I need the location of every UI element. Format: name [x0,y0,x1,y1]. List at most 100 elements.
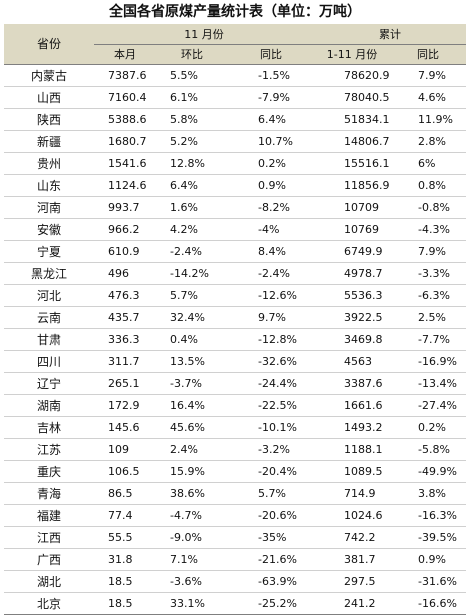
cumulative-yoy-value-cell: 6% [390,152,467,175]
cumulative-value-cell: 10769 [314,218,391,241]
cumulative-value-cell: 78620.9 [314,64,391,87]
province-cell: 新疆 [4,130,94,153]
cumulative-yoy-value-cell: -7.7% [390,328,467,351]
mom-value-cell: -3.7% [156,372,228,395]
province-cell: 河北 [4,284,94,307]
province-cell: 河南 [4,196,94,219]
month-value-cell: 610.9 [94,240,156,263]
cumulative-value-cell: 4563 [314,350,391,373]
table-row: 广西 31.8 7.1% -21.6% 381.7 0.9% [4,548,467,571]
cumulative-group-header: 累计 [314,24,467,45]
yoy-value-cell: 5.7% [228,482,315,505]
cumulative-value-cell: 381.7 [314,548,391,571]
month-value-cell: 77.4 [94,504,156,527]
mom-value-cell: 6.4% [156,174,228,197]
province-cell: 内蒙古 [4,64,94,87]
table-row: 吉林 145.6 45.6% -10.1% 1493.2 0.2% [4,416,467,439]
month-value-cell: 5388.6 [94,108,156,131]
cumulative-value-cell: 14806.7 [314,130,391,153]
cumulative-value-cell: 15516.1 [314,152,391,175]
month-value-cell: 18.5 [94,592,156,615]
yoy-value-cell: -20.4% [228,460,315,483]
month-value-cell: 1680.7 [94,130,156,153]
cumulative-value-cell: 78040.5 [314,86,391,109]
province-cell: 山西 [4,86,94,109]
cumulative-yoy-value-cell: 2.8% [390,130,467,153]
month-value-cell: 496 [94,262,156,285]
month-value-cell: 31.8 [94,548,156,571]
yoy-value-cell: -35% [228,526,315,549]
mom-value-cell: 15.9% [156,460,228,483]
mom-value-cell: 38.6% [156,482,228,505]
cumulative-header: 1-11 月份 [314,44,391,65]
mom-value-cell: 16.4% [156,394,228,417]
month-value-cell: 435.7 [94,306,156,329]
yoy-value-cell: -12.6% [228,284,315,307]
province-cell: 吉林 [4,416,94,439]
cumulative-value-cell: 1661.6 [314,394,391,417]
yoy-value-cell: 0.2% [228,152,315,175]
month-value-cell: 966.2 [94,218,156,241]
table-row: 福建 77.4 -4.7% -20.6% 1024.6 -16.3% [4,504,467,527]
month-value-cell: 7160.4 [94,86,156,109]
mom-value-cell: 5.2% [156,130,228,153]
mom-value-cell: 0.4% [156,328,228,351]
yoy-value-cell: 6.4% [228,108,315,131]
table-row: 北京 18.5 33.1% -25.2% 241.2 -16.6% [4,592,467,615]
cumulative-value-cell: 1089.5 [314,460,391,483]
province-cell: 广西 [4,548,94,571]
table-row: 新疆 1680.7 5.2% 10.7% 14806.7 2.8% [4,130,467,153]
yoy-value-cell: -7.9% [228,86,315,109]
cumulative-yoy-value-cell: -39.5% [390,526,467,549]
month-value-cell: 1541.6 [94,152,156,175]
mom-value-cell: 45.6% [156,416,228,439]
table-row: 黑龙江 496 -14.2% -2.4% 4978.7 -3.3% [4,262,467,285]
mom-value-cell: 12.8% [156,152,228,175]
cumulative-value-cell: 5536.3 [314,284,391,307]
cumulative-yoy-value-cell: 0.8% [390,174,467,197]
month-value-cell: 18.5 [94,570,156,593]
yoy-value-cell: -1.5% [228,64,315,87]
province-cell: 黑龙江 [4,262,94,285]
cumulative-value-cell: 51834.1 [314,108,391,131]
cumulative-value-cell: 297.5 [314,570,391,593]
month-value-cell: 7387.6 [94,64,156,87]
province-cell: 辽宁 [4,372,94,395]
cumulative-yoy-value-cell: 3.8% [390,482,467,505]
yoy-value-cell: -8.2% [228,196,315,219]
cumulative-yoy-value-cell: 0.9% [390,548,467,571]
province-cell: 福建 [4,504,94,527]
yoy-value-cell: -22.5% [228,394,315,417]
yoy-value-cell: -21.6% [228,548,315,571]
month-value-cell: 336.3 [94,328,156,351]
mom-value-cell: 6.1% [156,86,228,109]
province-cell: 江西 [4,526,94,549]
cumulative-value-cell: 1024.6 [314,504,391,527]
yoy-value-cell: -63.9% [228,570,315,593]
province-cell: 江苏 [4,438,94,461]
month-value-cell: 106.5 [94,460,156,483]
cumulative-yoy-value-cell: 4.6% [390,86,467,109]
mom-value-cell: 13.5% [156,350,228,373]
cumulative-value-cell: 742.2 [314,526,391,549]
month-value-cell: 1124.6 [94,174,156,197]
cumulative-yoy-value-cell: -0.8% [390,196,467,219]
month-value-cell: 86.5 [94,482,156,505]
province-header: 省份 [4,24,94,65]
cumulative-yoy-header: 同比 [390,44,467,65]
table-row: 贵州 1541.6 12.8% 0.2% 15516.1 6% [4,152,467,175]
cumulative-value-cell: 11856.9 [314,174,391,197]
month-value-cell: 993.7 [94,196,156,219]
yoy-value-cell: -4% [228,218,315,241]
cumulative-yoy-value-cell: -16.9% [390,350,467,373]
table-row: 陕西 5388.6 5.8% 6.4% 51834.1 11.9% [4,108,467,131]
table-row: 青海 86.5 38.6% 5.7% 714.9 3.8% [4,482,467,505]
mom-value-cell: 5.5% [156,64,228,87]
coal-production-table: 省份 11 月份 累计 本月 环比 同比 1-11 月份 同比 内蒙古 7387.… [4,24,467,615]
month-value-cell: 109 [94,438,156,461]
mom-value-cell: 5.8% [156,108,228,131]
cumulative-value-cell: 241.2 [314,592,391,615]
cumulative-yoy-value-cell: -13.4% [390,372,467,395]
cumulative-value-cell: 3922.5 [314,306,391,329]
province-cell: 四川 [4,350,94,373]
